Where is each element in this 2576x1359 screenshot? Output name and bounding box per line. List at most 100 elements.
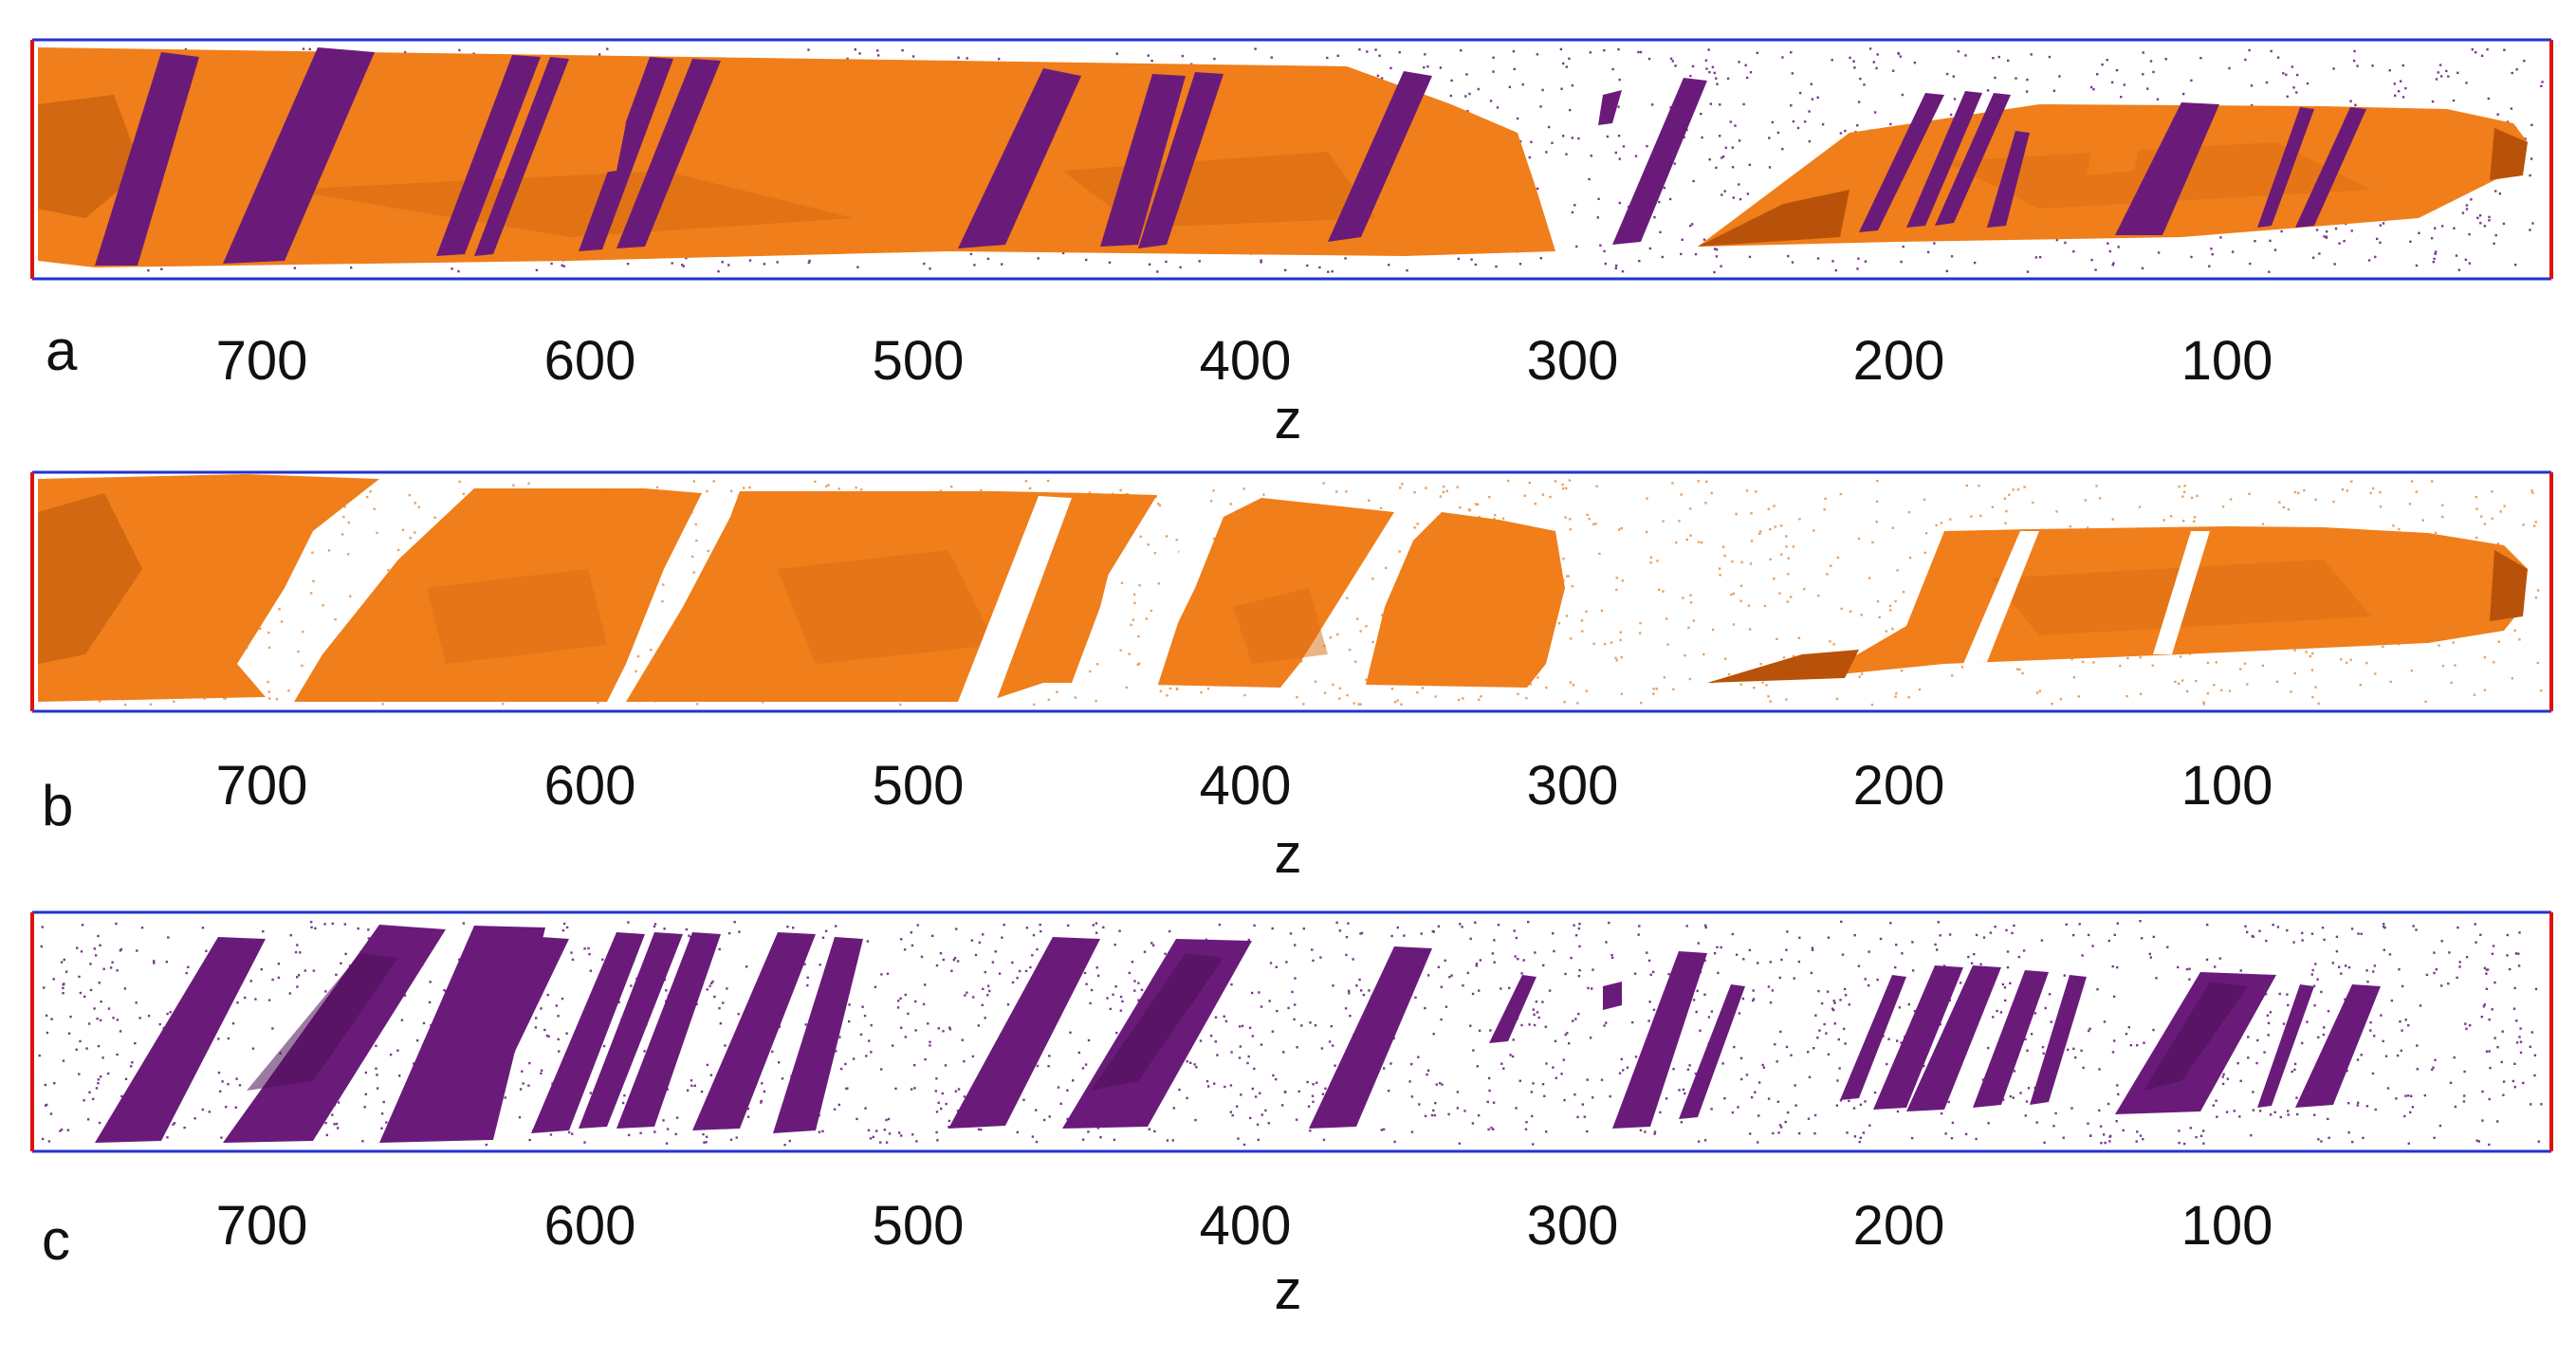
- point-dot: [1344, 257, 1347, 260]
- point-dot: [1600, 609, 1604, 613]
- point-dot: [1939, 934, 1941, 937]
- point-dot: [2476, 216, 2479, 219]
- point-dot: [606, 47, 609, 50]
- axis-label-z: z: [1275, 823, 1302, 885]
- point-dot: [527, 1084, 530, 1087]
- point-dot: [1720, 193, 1723, 196]
- point-dot: [1739, 599, 1742, 602]
- point-dot: [2149, 60, 2153, 63]
- point-dot: [1214, 1040, 1217, 1043]
- point-dot: [2511, 71, 2513, 75]
- point-dot: [1119, 995, 1123, 999]
- point-dot: [1147, 543, 1150, 546]
- point-dot: [2067, 1048, 2070, 1052]
- point-dot: [1380, 77, 1384, 80]
- point-dot: [1426, 974, 1430, 977]
- point-dot: [1897, 52, 1900, 55]
- point-dot: [1771, 120, 1774, 124]
- point-dot: [1515, 1107, 1518, 1110]
- point-dot: [1229, 503, 1232, 505]
- point-dot: [1752, 998, 1756, 1001]
- point-dot: [1439, 66, 1443, 69]
- point-dot: [1852, 1107, 1856, 1110]
- point-dot: [825, 485, 828, 487]
- point-dot: [375, 1044, 377, 1048]
- point-dot: [1238, 1056, 1242, 1059]
- panel-a: a 700 600 500 400 300 200 100 z: [30, 38, 2553, 450]
- point-dot: [1742, 958, 1745, 961]
- point-dot: [2125, 1033, 2128, 1036]
- point-dot: [1926, 250, 1930, 254]
- point-dot: [804, 1023, 807, 1026]
- point-dot: [1699, 1029, 1702, 1032]
- point-dot: [2023, 486, 2026, 488]
- point-dot: [2196, 494, 2199, 498]
- point-dot: [691, 555, 694, 559]
- point-dot: [1432, 1109, 1435, 1112]
- point-dot: [2125, 695, 2128, 698]
- point-dot: [1741, 997, 1745, 1001]
- point-dot: [169, 1011, 172, 1014]
- point-dot: [1249, 1116, 1252, 1120]
- point-dot: [1692, 179, 1695, 183]
- point-dot: [1724, 146, 1727, 149]
- point-dot: [2421, 519, 2424, 522]
- point-dot: [2455, 254, 2458, 257]
- point-dot: [2314, 498, 2317, 501]
- point-dot: [980, 488, 983, 492]
- point-dot: [653, 923, 657, 926]
- point-dot: [2470, 198, 2473, 201]
- point-dot: [403, 994, 407, 997]
- point-dot: [1297, 1090, 1300, 1093]
- point-dot: [2182, 520, 2185, 523]
- point-dot: [1592, 523, 1595, 526]
- point-dot: [2457, 268, 2461, 271]
- point-dot: [2435, 968, 2438, 971]
- point-dot: [2383, 948, 2385, 951]
- point-dot: [89, 988, 93, 992]
- panel-c-purple-slabs: [95, 925, 2381, 1143]
- point-dot: [1753, 687, 1756, 689]
- point-dot: [948, 1028, 952, 1031]
- point-dot: [859, 1033, 863, 1037]
- point-dot: [2059, 698, 2063, 701]
- point-dot: [705, 1141, 708, 1144]
- point-dot: [1720, 946, 1722, 949]
- point-dot: [1716, 83, 1719, 85]
- point-dot: [2202, 1129, 2205, 1132]
- point-dot: [1723, 190, 1726, 193]
- point-dot: [1106, 997, 1109, 1000]
- point-dot: [1696, 989, 1699, 993]
- point-dot: [761, 1082, 764, 1085]
- point-dot: [899, 997, 902, 1000]
- point-dot: [1269, 962, 1273, 964]
- point-dot: [1466, 971, 1469, 975]
- point-dot: [1418, 1103, 1421, 1106]
- point-dot: [1649, 973, 1652, 976]
- point-dot: [1899, 55, 1902, 58]
- point-dot: [2222, 1073, 2225, 1075]
- point-dot: [1748, 948, 1752, 952]
- point-dot: [880, 1068, 883, 1071]
- point-dot: [1032, 703, 1036, 707]
- point-dot: [2035, 691, 2039, 694]
- point-dot: [2228, 689, 2232, 692]
- point-dot: [296, 944, 299, 946]
- point-dot: [235, 1077, 238, 1080]
- point-dot: [561, 997, 564, 1001]
- point-dot: [2540, 84, 2543, 87]
- point-dot: [1576, 1115, 1579, 1119]
- point-dot: [1794, 1104, 1797, 1107]
- point-dot: [763, 263, 766, 266]
- point-dot: [1345, 490, 1348, 493]
- point-dot: [2177, 682, 2180, 686]
- point-dot: [712, 480, 715, 483]
- point-dot: [2111, 518, 2114, 521]
- point-dot: [343, 923, 346, 926]
- point-dot: [2074, 1056, 2077, 1059]
- point-dot: [1355, 984, 1358, 987]
- point-dot: [1949, 518, 1952, 521]
- point-dot: [1400, 703, 1403, 706]
- point-dot: [1490, 1127, 1493, 1129]
- point-dot: [2441, 504, 2444, 506]
